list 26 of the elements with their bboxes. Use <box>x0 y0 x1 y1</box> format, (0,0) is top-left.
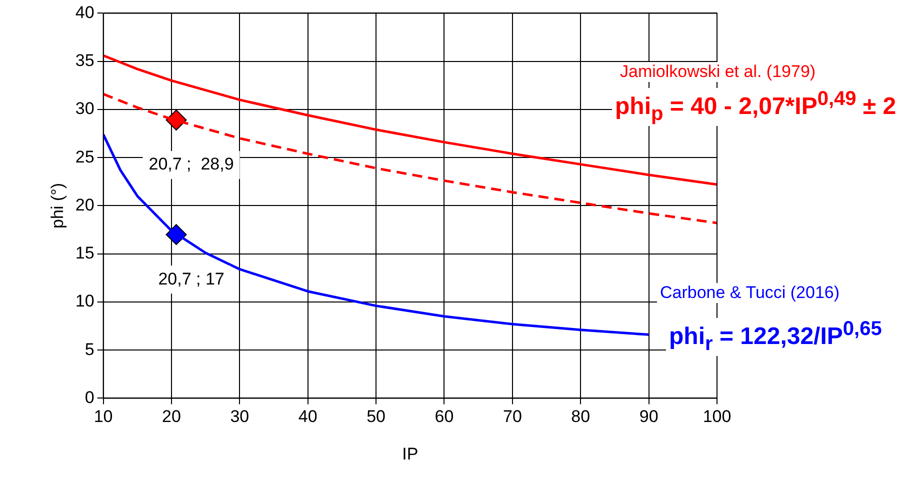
y-tick-label: 5 <box>84 340 94 359</box>
x-tick-label: 90 <box>639 407 658 426</box>
y-tick-label: 35 <box>75 51 94 70</box>
x-tick-label: 50 <box>366 407 386 426</box>
x-tick-label: 70 <box>502 407 522 426</box>
y-tick-label: 30 <box>75 99 94 118</box>
annotation: Jamiolkowski et al. (1979) <box>617 62 819 82</box>
y-tick-label: 25 <box>75 147 94 166</box>
x-tick-label: 100 <box>702 407 732 426</box>
y-tick-label: 15 <box>75 244 94 263</box>
y-tick-label: 0 <box>84 388 94 407</box>
data-label: 20,7 ; 17 <box>158 269 224 288</box>
x-tick-label: 40 <box>298 407 318 426</box>
x-tick-label: 60 <box>434 407 454 426</box>
x-tick-label: 30 <box>230 407 250 426</box>
annotation: phi$_{r}$ = 122,32/IP$^{0,65}$ <box>666 318 885 356</box>
y-tick-label: 40 <box>75 2 94 22</box>
x-tick-label: 20 <box>162 407 181 426</box>
x-axis-title: IP <box>402 444 418 464</box>
y-axis-title: phi (°) <box>48 182 67 228</box>
x-tick-label: 80 <box>571 407 590 426</box>
annotation: Carbone & Tucci (2016) <box>657 283 843 303</box>
y-tick-label: 10 <box>75 292 94 311</box>
annotation: phi$_{p}$ = 40 - 2,07*IP$^{0,49}$ ± 2 <box>612 88 900 126</box>
data-label: 20,7 ; 28,9 <box>148 154 234 174</box>
y-tick-label: 20 <box>75 195 94 214</box>
